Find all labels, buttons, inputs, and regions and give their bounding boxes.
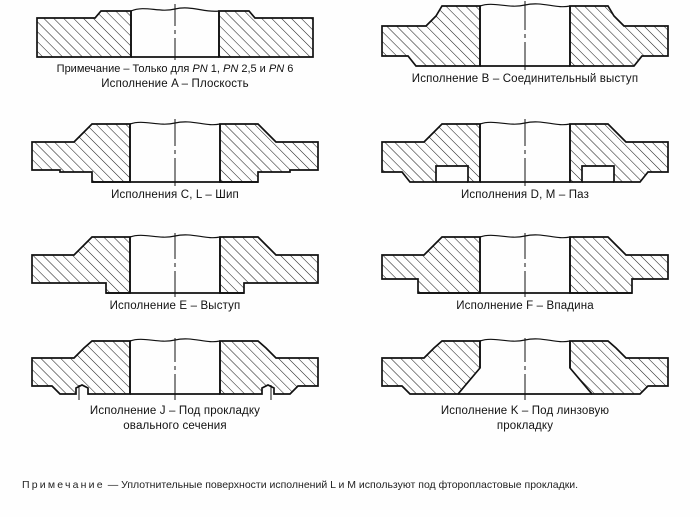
figure-K-caption-line2: прокладку bbox=[496, 420, 554, 432]
figure-cell-CL: Исполнения C, L – Шип bbox=[0, 118, 350, 233]
figure-K-caption: Исполнение K – Под линзовую bbox=[440, 405, 610, 417]
figure-DM-drawing bbox=[350, 118, 700, 188]
flange-section-DM bbox=[381, 119, 669, 186]
figure-A-drawing bbox=[0, 0, 350, 62]
flange-section-J bbox=[31, 338, 319, 400]
figures-grid: Примечание – Только для PN 1, PN 2,5 и P… bbox=[0, 0, 700, 458]
figure-cell-E: Исполнение E – Выступ bbox=[0, 233, 350, 338]
figure-J-caption: Исполнение J – Под прокладку bbox=[89, 405, 261, 417]
figure-B-drawing bbox=[350, 0, 700, 72]
figure-CL-caption: Исполнения C, L – Шип bbox=[111, 189, 239, 201]
flange-section-CL bbox=[31, 119, 319, 186]
footnote: Примечание — Уплотнительные поверхности … bbox=[22, 478, 678, 493]
figure-J-caption-line2: овального сечения bbox=[123, 420, 227, 432]
figure-E-drawing bbox=[0, 233, 350, 299]
figure-J-drawing bbox=[0, 338, 350, 404]
figure-cell-DM: Исполнения D, M – Паз bbox=[350, 118, 700, 233]
footnote-text: Уплотнительные поверхности исполнений L … bbox=[121, 479, 579, 491]
figure-cell-B: Исполнение B – Соединительный выступ bbox=[350, 0, 700, 118]
figure-E-caption: Исполнение E – Выступ bbox=[109, 300, 241, 312]
figure-cell-A: Примечание – Только для PN 1, PN 2,5 и P… bbox=[0, 0, 350, 118]
flange-section-B bbox=[381, 1, 669, 70]
footnote-dash: — bbox=[104, 479, 122, 491]
figure-cell-F: Исполнение F – Впадина bbox=[350, 233, 700, 338]
flange-section-E bbox=[31, 233, 319, 297]
figure-K-drawing bbox=[350, 338, 700, 404]
figure-A-caption: Исполнение A – Плоскость bbox=[101, 78, 249, 90]
flange-section-F bbox=[381, 233, 669, 297]
figure-B-caption: Исполнение B – Соединительный выступ bbox=[411, 73, 639, 85]
figure-A-prenote: Примечание – Только для PN 1, PN 2,5 и P… bbox=[56, 63, 294, 75]
figure-F-drawing bbox=[350, 233, 700, 299]
figure-CL-drawing bbox=[0, 118, 350, 188]
flange-section-K bbox=[381, 338, 669, 400]
figure-cell-J: Исполнение J – Под прокладку овального с… bbox=[0, 338, 350, 458]
figure-F-caption: Исполнение F – Впадина bbox=[456, 300, 594, 312]
footnote-label: Примечание bbox=[22, 479, 105, 491]
flange-section-A bbox=[36, 4, 314, 60]
figure-cell-K: Исполнение K – Под линзовую прокладку bbox=[350, 338, 700, 458]
figure-DM-caption: Исполнения D, M – Паз bbox=[460, 189, 590, 201]
